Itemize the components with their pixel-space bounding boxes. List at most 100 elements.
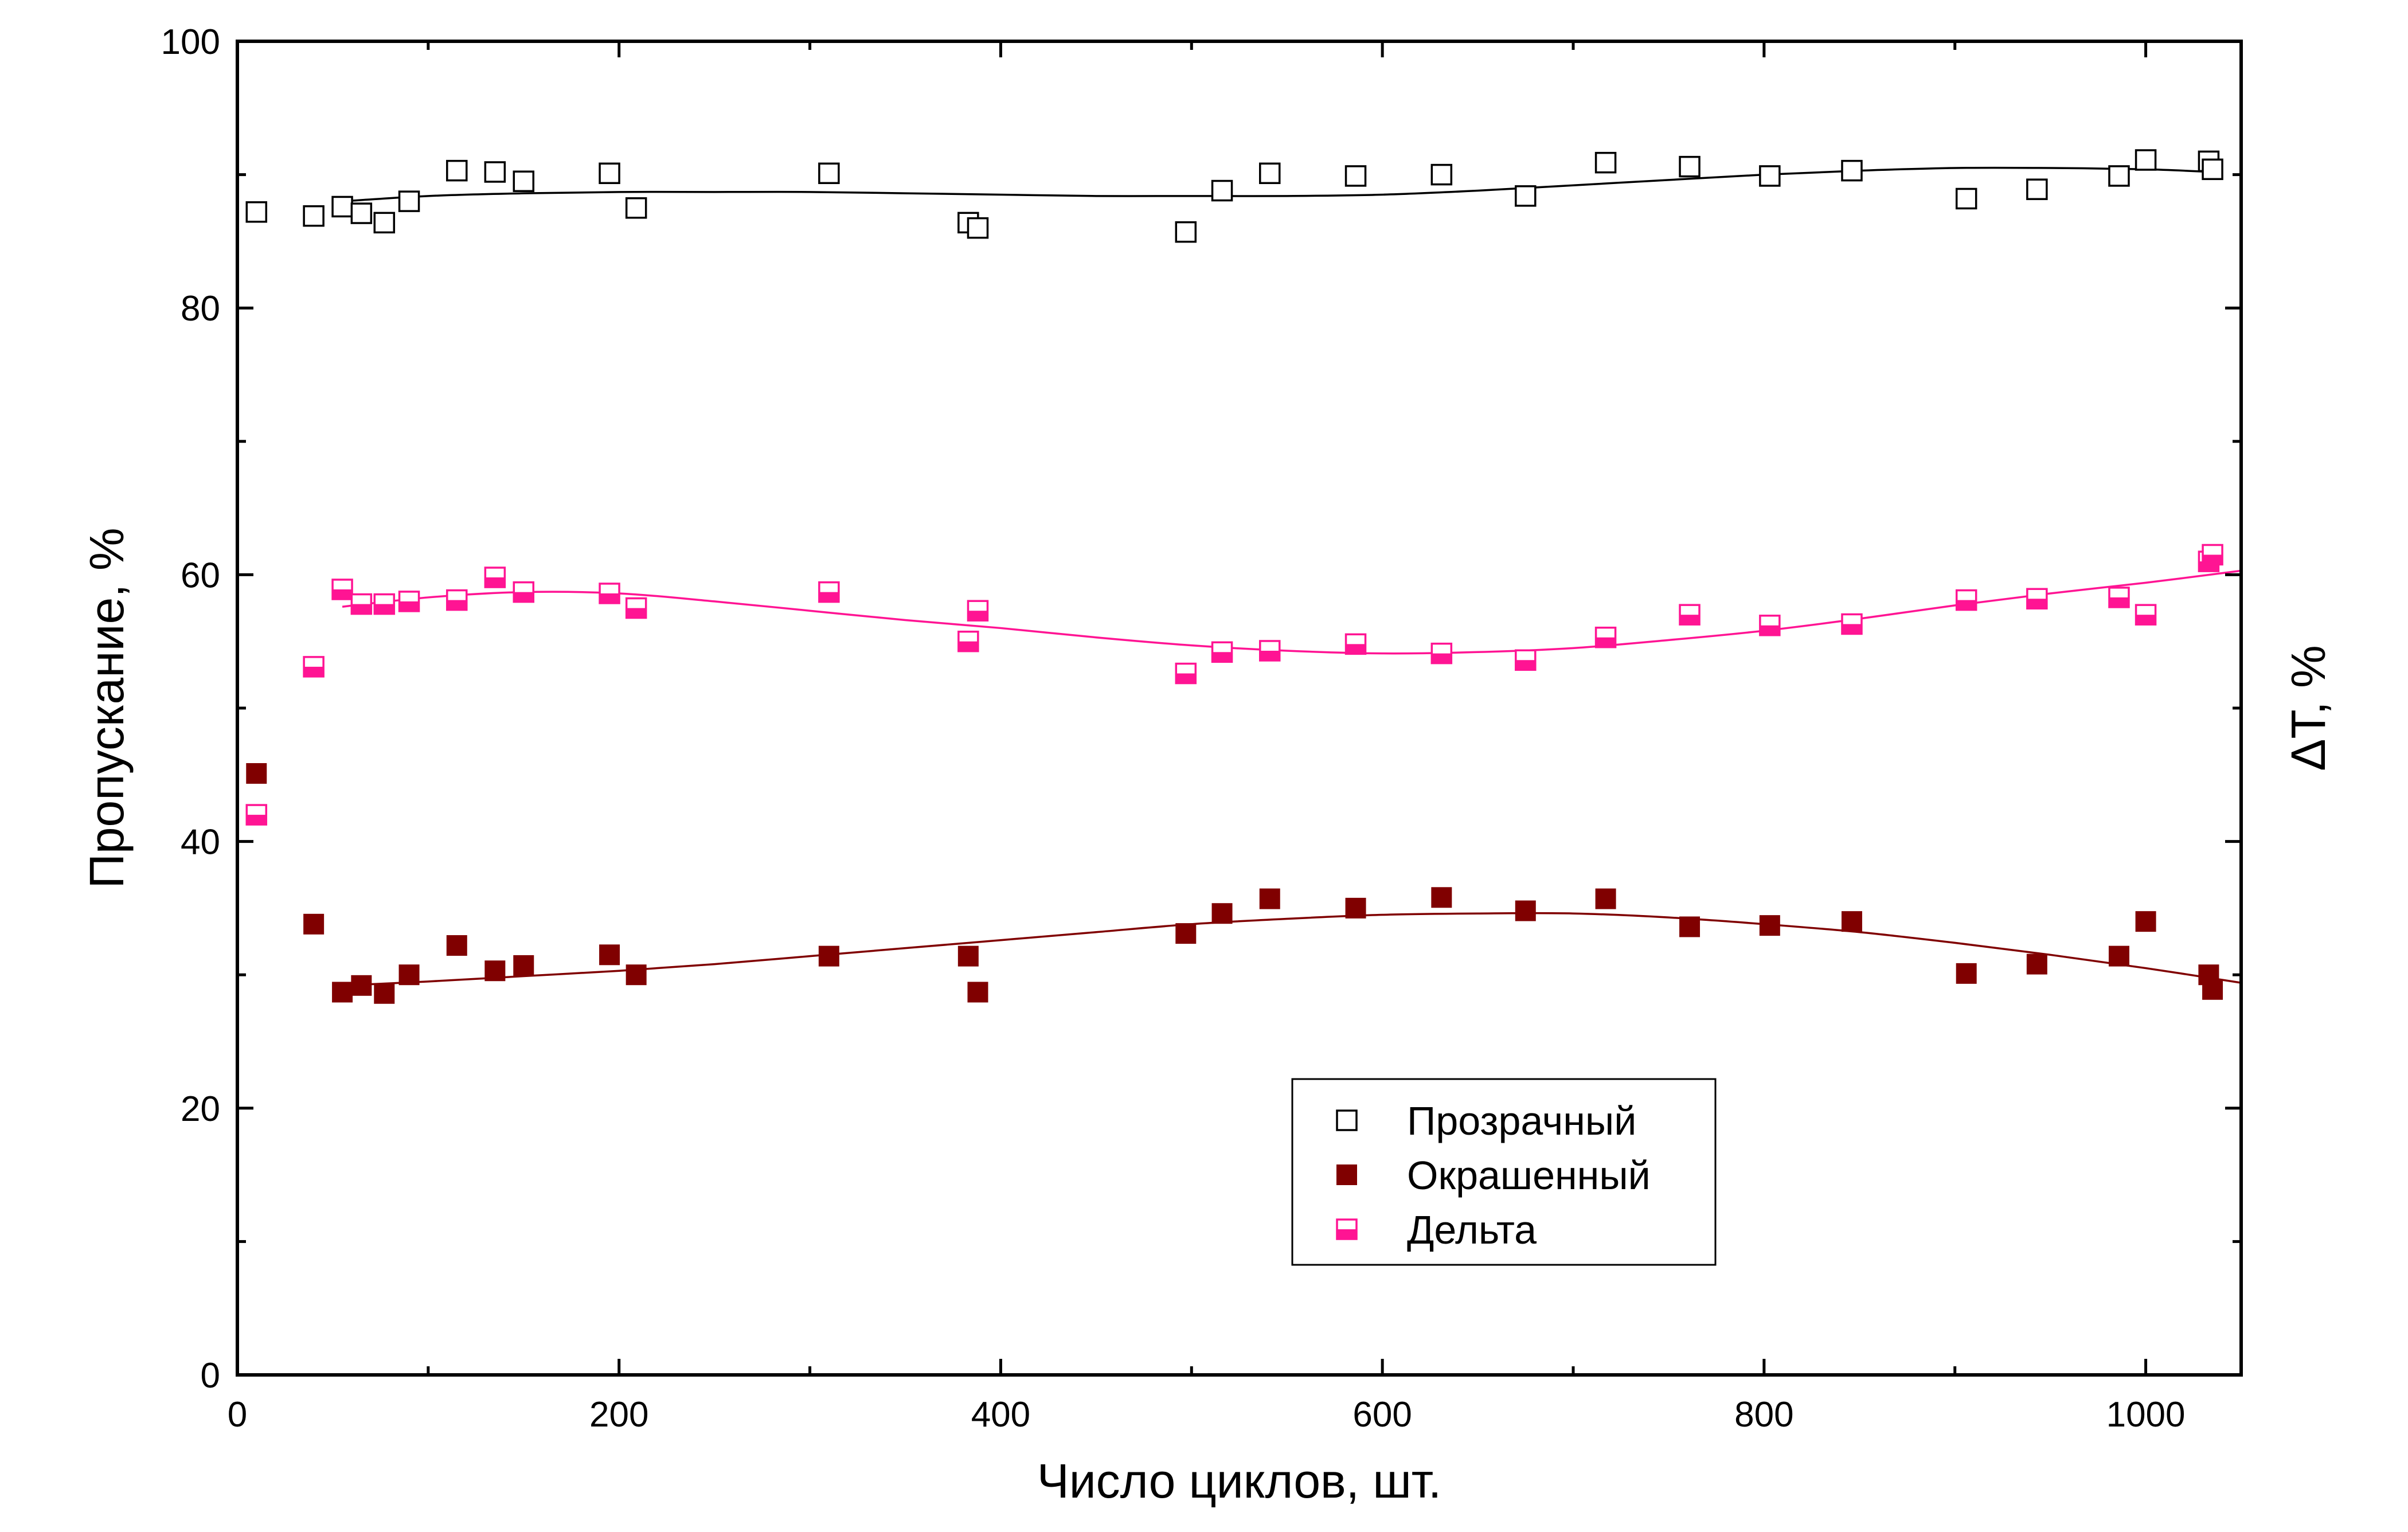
point-transparent <box>2135 149 2157 171</box>
y-tick-label: 40 <box>181 823 220 862</box>
point-colored <box>1679 916 1701 937</box>
x-tick-label: 600 <box>1352 1395 1412 1435</box>
point-transparent <box>2202 158 2223 181</box>
point-colored <box>246 763 267 784</box>
point-colored <box>1431 887 1452 908</box>
fit-curve-transparent <box>342 166 2213 202</box>
legend-marker-transparent <box>1336 1109 1358 1131</box>
point-colored <box>2108 945 2129 967</box>
point-colored <box>957 945 979 967</box>
point-colored <box>1175 923 1197 944</box>
point-delta <box>1211 641 1233 663</box>
tick-labels: 0 200 400 600 800 1000 0 20 40 60 80 100 <box>161 22 2186 1435</box>
point-transparent <box>1259 162 1281 185</box>
point-delta <box>331 579 353 600</box>
point-delta <box>446 589 468 611</box>
point-colored <box>1595 888 1616 909</box>
point-colored <box>1956 963 1977 984</box>
point-delta <box>818 581 840 603</box>
point-transparent <box>1430 163 1453 186</box>
point-delta <box>1515 649 1537 671</box>
point-transparent <box>2108 165 2130 187</box>
point-delta <box>2202 544 2223 566</box>
point-delta <box>1430 642 1453 665</box>
point-colored <box>303 913 325 935</box>
point-delta <box>1841 613 1863 635</box>
legend: Прозрачный Окрашенный Дельта <box>1291 1078 1717 1266</box>
point-delta <box>1679 604 1701 626</box>
point-colored <box>1841 911 1862 932</box>
y-tick-label: 60 <box>181 556 220 595</box>
point-transparent <box>331 196 353 218</box>
point-transparent <box>1515 185 1537 207</box>
point-delta <box>398 591 420 612</box>
point-delta <box>245 804 268 826</box>
point-delta <box>1344 633 1367 655</box>
legend-box <box>1291 1078 1717 1266</box>
point-transparent <box>1175 221 1197 243</box>
point-colored <box>513 955 534 976</box>
point-transparent <box>625 197 647 219</box>
point-colored <box>1515 900 1536 921</box>
point-colored <box>374 983 395 1004</box>
x-tick-label: 200 <box>589 1395 648 1435</box>
point-delta <box>350 593 373 615</box>
point-colored <box>1345 897 1366 919</box>
fit-curve-delta <box>342 569 2242 655</box>
point-delta <box>967 600 989 622</box>
x-axis-title: Число циклов, шт. <box>1037 1454 1442 1508</box>
x-tick-label: 0 <box>228 1395 247 1435</box>
point-colored <box>2135 911 2156 932</box>
point-delta <box>599 583 620 604</box>
axis-ticks <box>236 40 2241 1377</box>
point-delta <box>303 656 325 678</box>
point-transparent <box>1211 179 1233 202</box>
point-transparent <box>446 159 468 182</box>
point-colored <box>599 944 620 966</box>
legend-marker-delta <box>1336 1218 1358 1240</box>
x-tick-label: 1000 <box>2106 1395 2186 1435</box>
point-delta <box>2135 604 2157 626</box>
point-transparent <box>1344 165 1367 187</box>
point-transparent <box>1841 159 1863 182</box>
point-delta <box>484 566 506 588</box>
y-tick-label: 20 <box>181 1089 220 1129</box>
point-delta <box>1259 640 1281 662</box>
point-delta <box>1759 615 1781 636</box>
point-colored <box>967 982 988 1003</box>
point-colored <box>1211 903 1233 924</box>
point-delta <box>1594 626 1617 648</box>
y2-axis-title: ΔT, % <box>2281 645 2335 771</box>
legend-label-transparent: Прозрачный <box>1407 1099 1636 1143</box>
point-colored <box>1259 888 1280 909</box>
point-transparent <box>1759 165 1781 187</box>
x-tick-label: 400 <box>971 1395 1030 1435</box>
point-delta <box>1955 589 1977 611</box>
point-transparent <box>303 205 325 227</box>
point-delta <box>957 630 979 652</box>
point-transparent <box>818 162 840 185</box>
point-transparent <box>373 212 396 234</box>
point-transparent <box>1955 187 1977 210</box>
point-delta <box>2108 587 2130 608</box>
point-colored <box>626 964 647 986</box>
point-delta <box>513 581 535 603</box>
point-delta <box>2026 588 2048 610</box>
point-transparent <box>484 161 506 183</box>
y-tick-label: 0 <box>201 1356 220 1396</box>
point-transparent <box>1679 155 1701 178</box>
y-axis-title: Пропускание, % <box>80 527 134 888</box>
point-transparent <box>350 202 373 224</box>
point-colored <box>1759 915 1780 936</box>
point-colored <box>332 982 353 1003</box>
point-colored <box>351 975 372 996</box>
x-tick-label: 800 <box>1734 1395 1793 1435</box>
point-transparent <box>599 162 620 185</box>
point-colored <box>484 960 506 982</box>
point-transparent <box>2026 178 2048 200</box>
legend-label-colored: Окрашенный <box>1407 1153 1651 1198</box>
point-transparent <box>967 217 989 239</box>
point-transparent <box>1594 151 1617 174</box>
point-transparent <box>398 190 420 212</box>
